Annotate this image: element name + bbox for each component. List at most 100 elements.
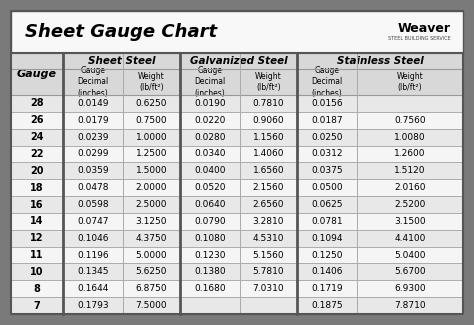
Text: Stainless Steel: Stainless Steel bbox=[337, 56, 423, 66]
Text: Weaver: Weaver bbox=[398, 21, 451, 34]
Text: 0.1719: 0.1719 bbox=[311, 284, 343, 293]
Text: 1.2500: 1.2500 bbox=[136, 150, 167, 159]
Text: 0.0478: 0.0478 bbox=[77, 183, 109, 192]
Text: 1.0000: 1.0000 bbox=[136, 133, 167, 142]
Text: 2.6560: 2.6560 bbox=[253, 200, 284, 209]
Text: 3.1250: 3.1250 bbox=[136, 217, 167, 226]
Text: 0.0640: 0.0640 bbox=[194, 200, 226, 209]
Text: 11: 11 bbox=[30, 250, 44, 260]
Text: 0.0190: 0.0190 bbox=[194, 99, 226, 108]
Bar bbox=[11, 129, 463, 146]
Text: Gauge: Gauge bbox=[17, 69, 57, 79]
Text: Gauge
Decimal
(inches): Gauge Decimal (inches) bbox=[77, 66, 109, 98]
Text: 5.6700: 5.6700 bbox=[394, 267, 426, 276]
Text: 16: 16 bbox=[30, 200, 44, 210]
Text: 4.4100: 4.4100 bbox=[394, 234, 426, 243]
Text: 0.0598: 0.0598 bbox=[77, 200, 109, 209]
Text: 22: 22 bbox=[30, 149, 44, 159]
Text: 0.0239: 0.0239 bbox=[77, 133, 109, 142]
Bar bbox=[11, 196, 463, 213]
Bar bbox=[11, 179, 463, 196]
Text: 0.9060: 0.9060 bbox=[253, 116, 284, 125]
Text: 0.1230: 0.1230 bbox=[194, 251, 226, 260]
Text: 0.1380: 0.1380 bbox=[194, 267, 226, 276]
Text: 1.2600: 1.2600 bbox=[394, 150, 426, 159]
Text: 28: 28 bbox=[30, 98, 44, 109]
Text: 0.0520: 0.0520 bbox=[194, 183, 226, 192]
Text: 0.1196: 0.1196 bbox=[77, 251, 109, 260]
Text: 5.1560: 5.1560 bbox=[253, 251, 284, 260]
Text: 4.3750: 4.3750 bbox=[136, 234, 167, 243]
Text: 20: 20 bbox=[30, 166, 44, 176]
Text: 0.0250: 0.0250 bbox=[311, 133, 343, 142]
Text: 0.0359: 0.0359 bbox=[77, 166, 109, 175]
Bar bbox=[11, 146, 463, 162]
Text: 0.1406: 0.1406 bbox=[311, 267, 343, 276]
Text: 2.5000: 2.5000 bbox=[136, 200, 167, 209]
Text: Gauge
Decimal
(inches): Gauge Decimal (inches) bbox=[311, 66, 343, 98]
Text: 0.0187: 0.0187 bbox=[311, 116, 343, 125]
Text: 0.1644: 0.1644 bbox=[77, 284, 109, 293]
Text: 0.1875: 0.1875 bbox=[311, 301, 343, 310]
Text: Galvanized Steel: Galvanized Steel bbox=[190, 56, 287, 66]
Text: Gauge
Decimal
(inches): Gauge Decimal (inches) bbox=[194, 66, 226, 98]
Text: 0.0400: 0.0400 bbox=[194, 166, 226, 175]
Text: 3.2810: 3.2810 bbox=[253, 217, 284, 226]
Bar bbox=[11, 264, 463, 280]
Text: 1.4060: 1.4060 bbox=[253, 150, 284, 159]
Text: 7.8710: 7.8710 bbox=[394, 301, 426, 310]
Bar bbox=[297, 69, 463, 95]
Text: 0.1793: 0.1793 bbox=[77, 301, 109, 310]
Text: 5.7810: 5.7810 bbox=[253, 267, 284, 276]
Text: 0.0340: 0.0340 bbox=[194, 150, 226, 159]
Text: STEEL BUILDING SERVICE: STEEL BUILDING SERVICE bbox=[388, 35, 451, 41]
Bar bbox=[11, 230, 463, 247]
Text: 0.0149: 0.0149 bbox=[77, 99, 109, 108]
Bar bbox=[11, 247, 463, 264]
Text: 7: 7 bbox=[34, 301, 40, 311]
Text: 1.5120: 1.5120 bbox=[394, 166, 426, 175]
Text: 14: 14 bbox=[30, 216, 44, 226]
Text: 0.0375: 0.0375 bbox=[311, 166, 343, 175]
Text: 0.0781: 0.0781 bbox=[311, 217, 343, 226]
Text: 4.5310: 4.5310 bbox=[253, 234, 284, 243]
Text: 0.7500: 0.7500 bbox=[136, 116, 167, 125]
Text: 0.0625: 0.0625 bbox=[311, 200, 343, 209]
Text: 0.0280: 0.0280 bbox=[194, 133, 226, 142]
Text: 5.6250: 5.6250 bbox=[136, 267, 167, 276]
Text: 0.0500: 0.0500 bbox=[311, 183, 343, 192]
Bar bbox=[11, 297, 463, 314]
Text: 24: 24 bbox=[30, 132, 44, 142]
Text: 0.7560: 0.7560 bbox=[394, 116, 426, 125]
Text: Weight
(lb/ft²): Weight (lb/ft²) bbox=[138, 72, 165, 92]
Text: 0.0790: 0.0790 bbox=[194, 217, 226, 226]
Text: 0.0220: 0.0220 bbox=[194, 116, 226, 125]
Text: 1.0080: 1.0080 bbox=[394, 133, 426, 142]
Text: 2.1560: 2.1560 bbox=[253, 183, 284, 192]
Text: 2.5200: 2.5200 bbox=[394, 200, 426, 209]
Bar bbox=[11, 95, 463, 112]
Text: 6.8750: 6.8750 bbox=[136, 284, 167, 293]
Text: 2.0000: 2.0000 bbox=[136, 183, 167, 192]
Text: Weight
(lb/ft²): Weight (lb/ft²) bbox=[397, 72, 423, 92]
Bar bbox=[11, 53, 63, 95]
Bar bbox=[11, 112, 463, 129]
Text: 10: 10 bbox=[30, 267, 44, 277]
Text: 1.5000: 1.5000 bbox=[136, 166, 167, 175]
Text: 1.6560: 1.6560 bbox=[253, 166, 284, 175]
Text: 0.7810: 0.7810 bbox=[253, 99, 284, 108]
Bar bbox=[297, 53, 463, 69]
Text: 0.0312: 0.0312 bbox=[311, 150, 343, 159]
Text: Sheet Steel: Sheet Steel bbox=[88, 56, 155, 66]
Text: Sheet Gauge Chart: Sheet Gauge Chart bbox=[25, 23, 217, 41]
Bar bbox=[63, 69, 180, 95]
Text: 0.0299: 0.0299 bbox=[77, 150, 109, 159]
Text: 5.0400: 5.0400 bbox=[394, 251, 426, 260]
Text: 0.1680: 0.1680 bbox=[194, 284, 226, 293]
Text: 7.5000: 7.5000 bbox=[136, 301, 167, 310]
Bar bbox=[11, 213, 463, 230]
Bar bbox=[11, 11, 463, 53]
Bar bbox=[63, 53, 180, 69]
Text: 0.1046: 0.1046 bbox=[77, 234, 109, 243]
Bar bbox=[180, 69, 297, 95]
